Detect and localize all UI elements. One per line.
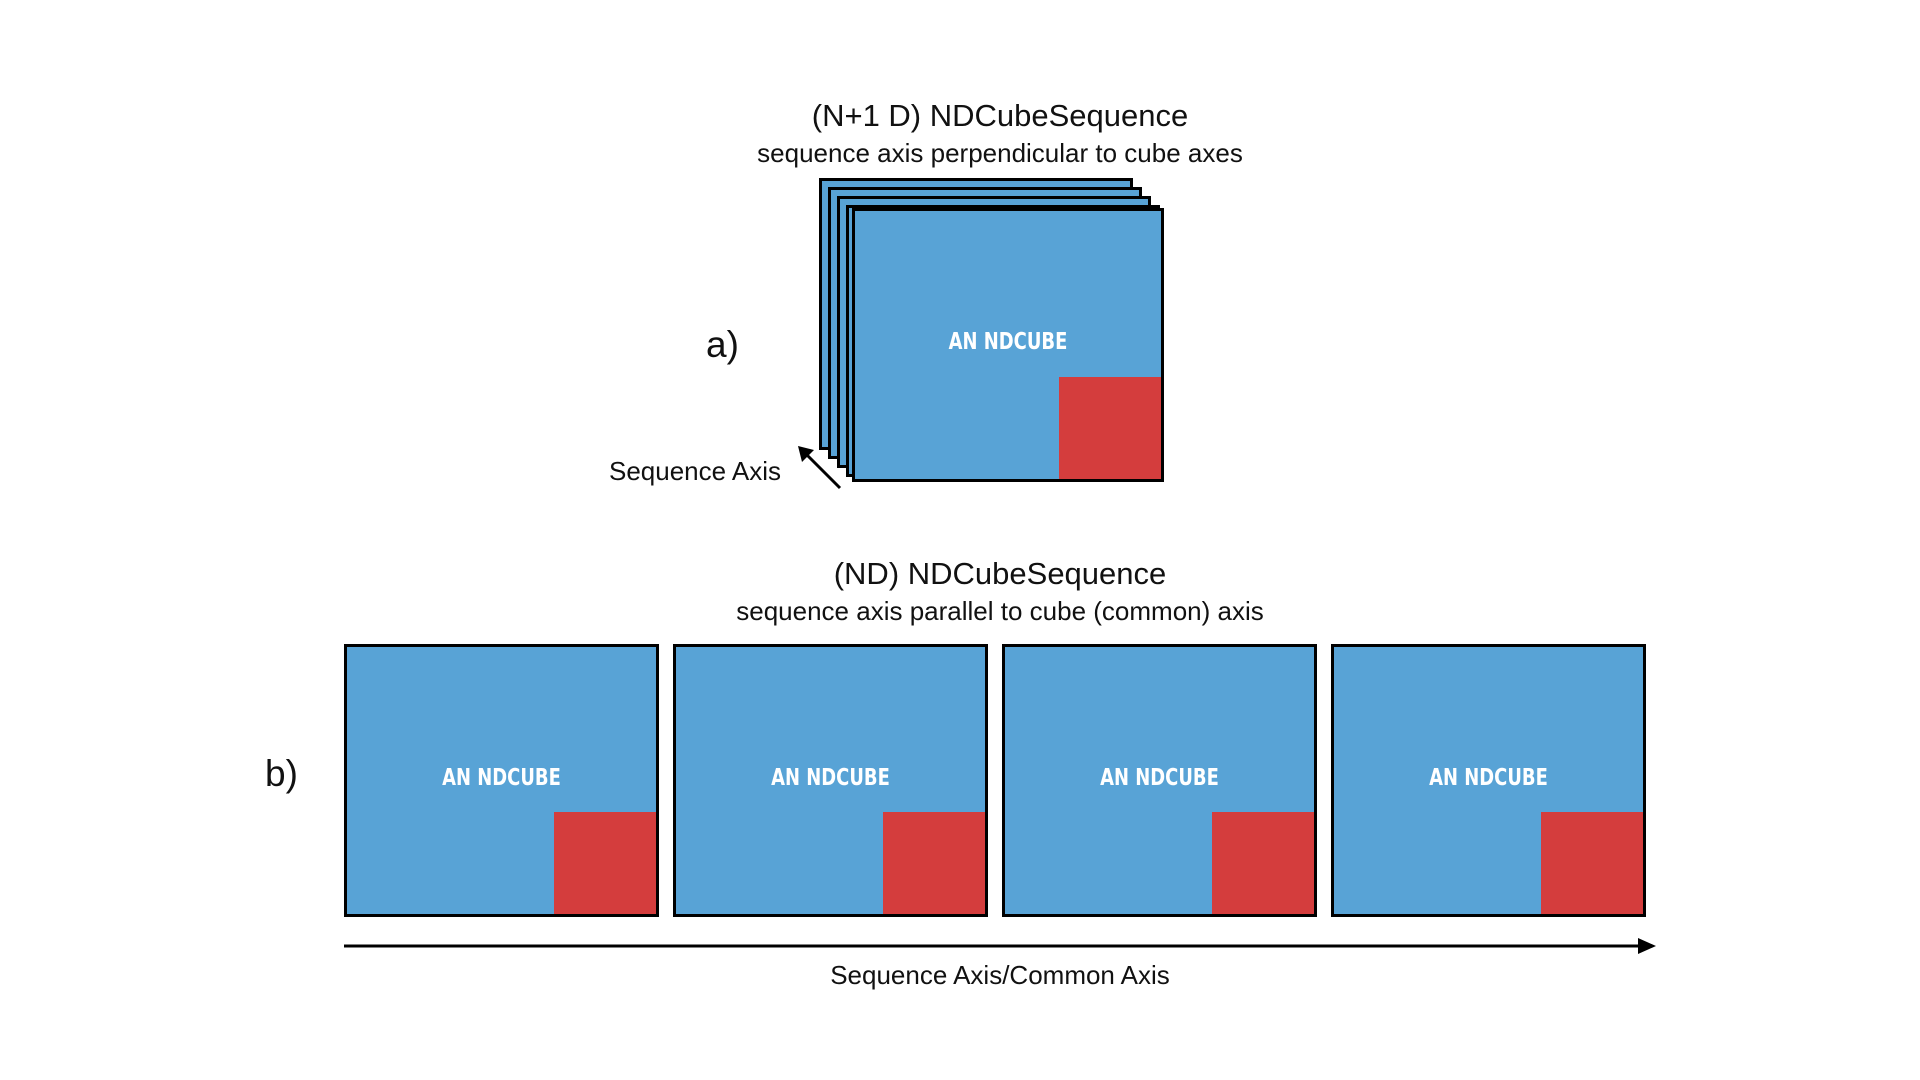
panel-b-subtitle: sequence axis parallel to cube (common) … (736, 596, 1264, 626)
cube-1: AN NDCUBE (344, 644, 659, 917)
cube-label: AN NDCUBE (948, 329, 1068, 355)
cube-corner-block (1541, 812, 1643, 914)
cube-corner-block (554, 812, 656, 914)
cube-label: AN NDCUBE (771, 765, 890, 791)
cube-label: AN NDCUBE (442, 765, 561, 791)
cube-3: AN NDCUBE (1002, 644, 1317, 917)
panel-a-subtitle: sequence axis perpendicular to cube axes (757, 138, 1243, 168)
panel-b-title: (ND) NDCubeSequence (833, 556, 1167, 591)
cube-label: AN NDCUBE (1100, 765, 1219, 791)
common-axis-arrow (344, 938, 1656, 954)
cube-label: AN NDCUBE (1429, 765, 1548, 791)
cube-2: AN NDCUBE (673, 644, 988, 917)
sequence-axis-arrow (798, 446, 842, 490)
cube-corner-block (883, 812, 985, 914)
panel-a-label: a) (706, 324, 739, 365)
panel-b-label: b) (265, 753, 298, 794)
cube-corner-block (1212, 812, 1314, 914)
front-cube: AN NDCUBE (852, 208, 1164, 482)
sequence-axis-label: Sequence Axis (609, 456, 782, 486)
cube-corner-block (1059, 377, 1161, 479)
common-axis-label: Sequence Axis/Common Axis (830, 960, 1170, 990)
panel-a-title: (N+1 D) NDCubeSequence (811, 98, 1189, 133)
cube-4: AN NDCUBE (1331, 644, 1646, 917)
